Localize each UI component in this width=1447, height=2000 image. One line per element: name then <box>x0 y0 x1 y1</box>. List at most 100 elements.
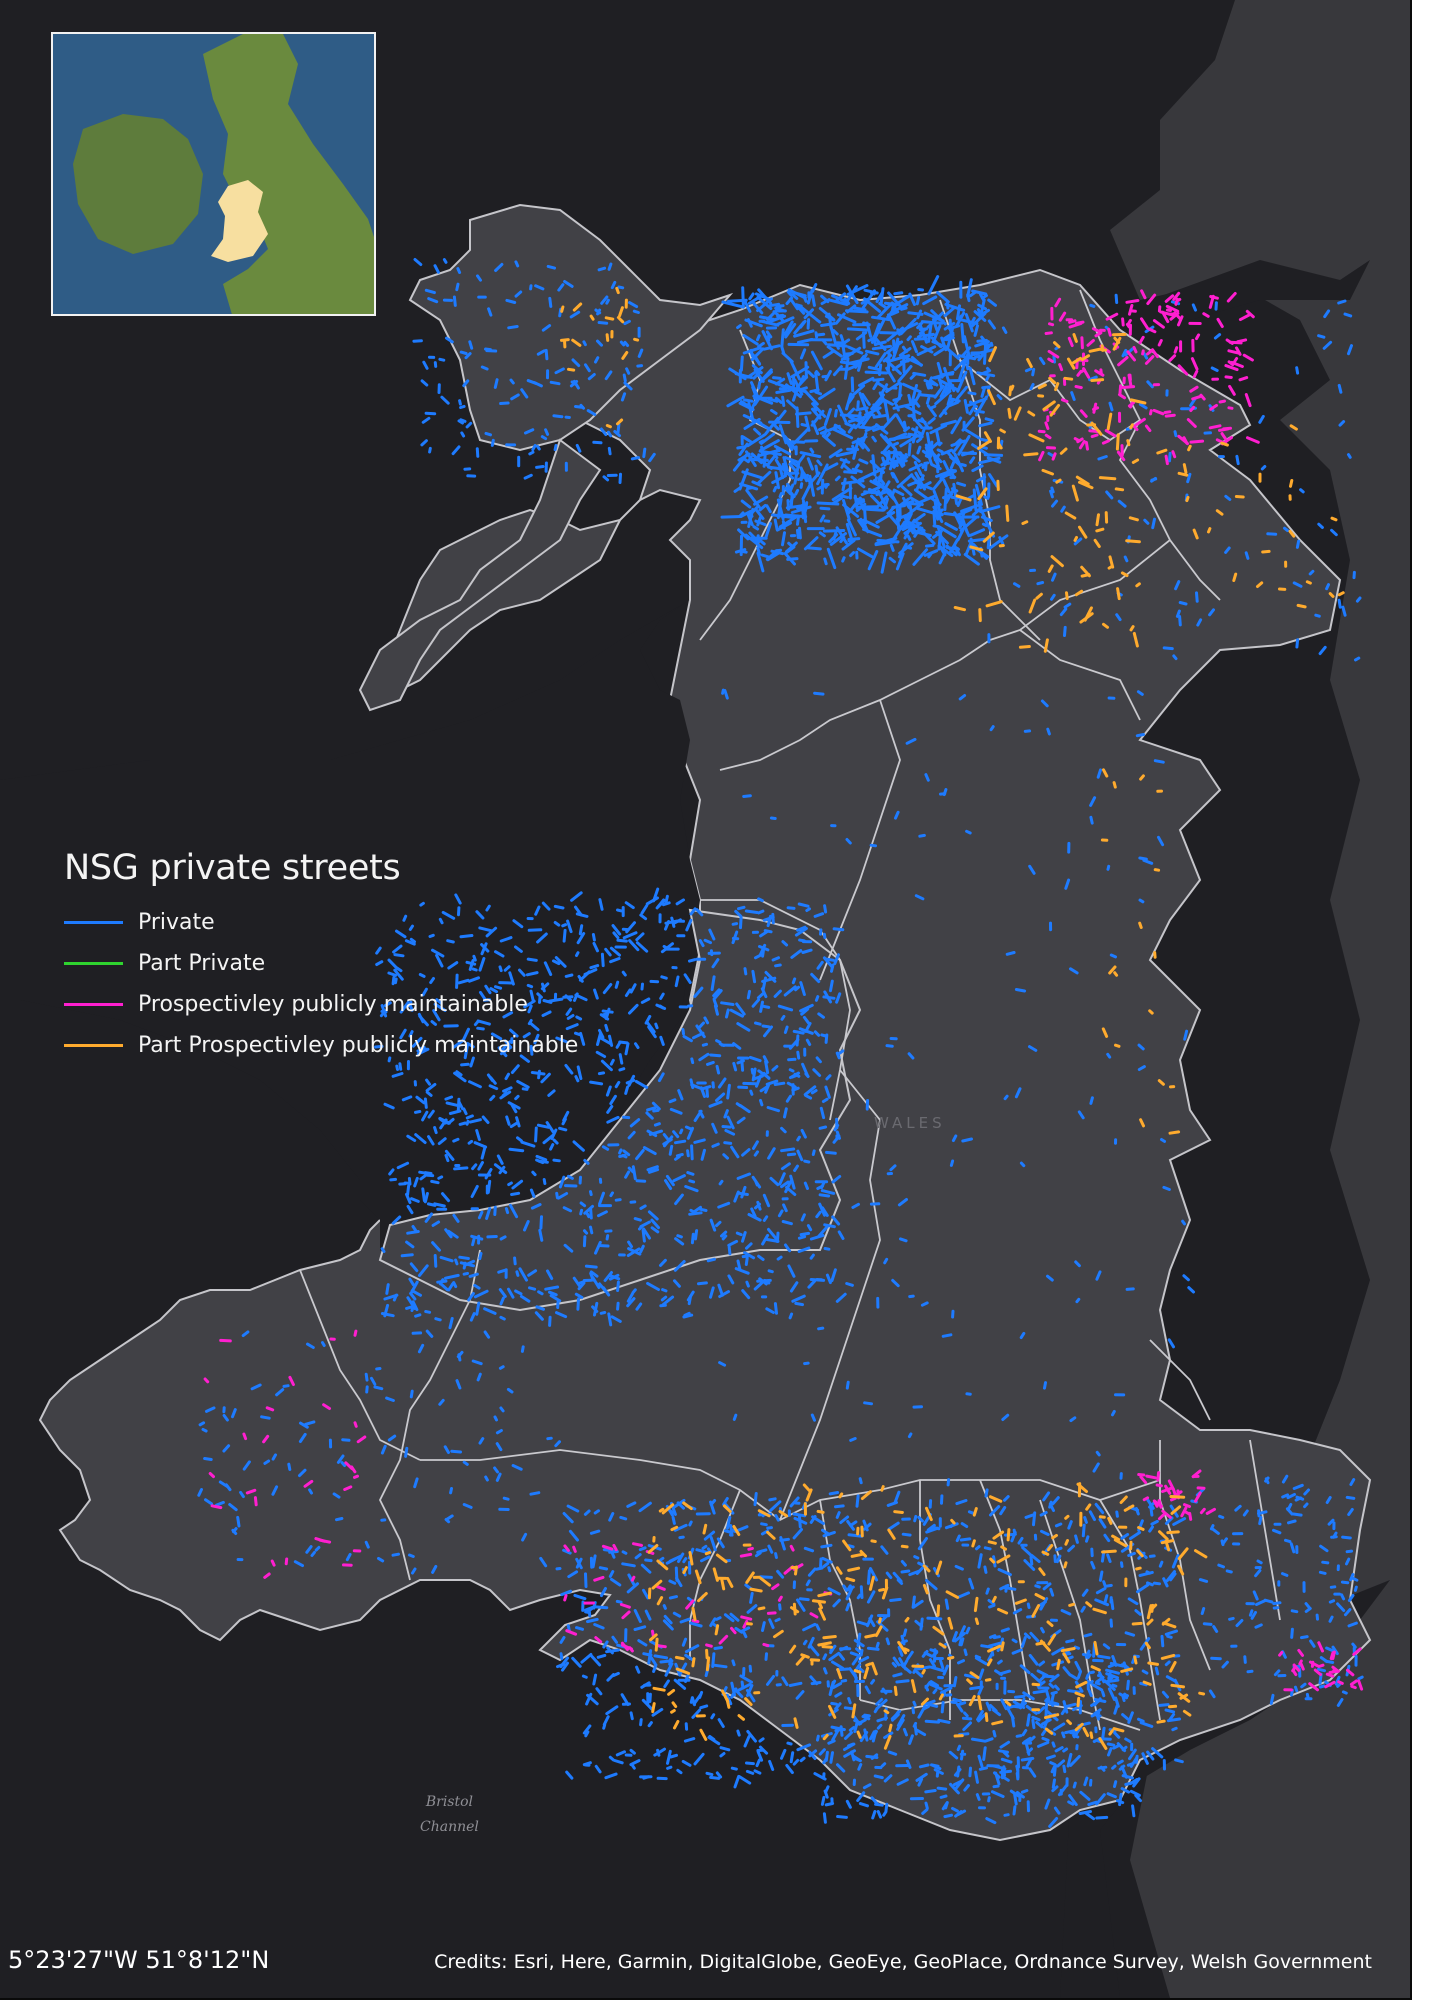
street-segment <box>963 1648 968 1657</box>
street-segment <box>763 1278 771 1285</box>
street-segment <box>548 1290 558 1297</box>
street-segment <box>526 379 538 385</box>
street-segment <box>637 1639 648 1647</box>
street-segment <box>387 1434 397 1442</box>
street-segment <box>748 292 755 301</box>
street-segment <box>589 314 595 321</box>
street-segment <box>493 378 499 389</box>
street-segment <box>437 1175 444 1180</box>
street-segment <box>938 545 947 557</box>
street-segment <box>1040 699 1049 708</box>
street-segment <box>675 898 685 906</box>
street-segment <box>862 518 880 529</box>
street-segment <box>438 1278 445 1286</box>
street-segment <box>1019 1331 1026 1340</box>
legend-label: Part Private <box>138 951 266 976</box>
street-segment <box>1090 433 1099 439</box>
street-segment <box>567 1570 579 1579</box>
street-segment <box>493 1415 498 1422</box>
street-segment <box>1235 454 1240 466</box>
street-segment <box>1139 774 1145 781</box>
street-segment <box>827 1739 836 1745</box>
street-segment <box>689 1696 694 1704</box>
street-segment <box>612 1543 618 1552</box>
street-segment <box>578 924 584 936</box>
street-segment <box>793 320 806 335</box>
street-segment <box>709 1286 715 1299</box>
street-segment <box>774 396 783 404</box>
street-segment <box>938 398 955 418</box>
street-segment <box>977 1695 983 1711</box>
street-segment <box>205 1406 216 1413</box>
street-segment <box>762 915 775 922</box>
street-segment <box>799 451 822 459</box>
street-segment <box>1142 1496 1150 1502</box>
street-segment <box>1120 1533 1130 1540</box>
street-segment <box>698 1207 708 1212</box>
street-segment <box>1008 385 1013 397</box>
street-segment <box>747 293 764 305</box>
street-segment <box>758 1737 765 1743</box>
street-segment <box>822 1562 830 1568</box>
street-segment <box>682 1034 693 1043</box>
street-segment <box>499 1045 513 1056</box>
street-segment <box>1135 582 1141 588</box>
street-segment <box>420 439 428 447</box>
street-segment <box>929 1648 939 1653</box>
street-segment <box>438 917 444 925</box>
street-segment <box>618 472 622 484</box>
street-segment <box>618 1053 624 1065</box>
street-segment <box>1093 538 1101 548</box>
street-segment <box>933 1768 944 1775</box>
street-segment <box>607 430 613 438</box>
map-canvas[interactable] <box>0 0 1410 1998</box>
street-segment <box>802 1639 808 1646</box>
street-segment <box>1078 440 1086 450</box>
street-segment <box>715 1553 728 1564</box>
street-segment <box>619 340 626 347</box>
street-segment <box>1105 1668 1120 1675</box>
street-segment <box>518 1267 528 1282</box>
map-frame[interactable]: WALES Bristol Channel NSG private street… <box>0 0 1412 2000</box>
street-segment <box>1183 1510 1191 1516</box>
street-segment <box>1113 1780 1118 1788</box>
street-segment <box>801 948 813 954</box>
street-segment <box>1345 1557 1351 1566</box>
street-segment <box>1337 591 1345 597</box>
street-segment <box>808 474 816 497</box>
street-segment <box>740 1680 745 1690</box>
street-segment <box>897 1198 908 1207</box>
street-segment <box>626 1292 634 1303</box>
street-segment <box>593 1575 605 1582</box>
street-segment <box>435 998 443 1005</box>
street-segment <box>405 1305 413 1310</box>
street-segment <box>1153 759 1165 764</box>
street-segment <box>868 1575 875 1591</box>
street-segment <box>684 1185 699 1193</box>
street-segment <box>886 511 902 529</box>
street-segment <box>956 529 965 542</box>
street-segment <box>605 1705 619 1716</box>
street-segment <box>757 1254 765 1261</box>
street-segment <box>459 418 467 423</box>
street-segment <box>711 958 720 969</box>
street-segment <box>1037 1706 1046 1715</box>
street-segment <box>1120 1667 1134 1673</box>
street-segment <box>672 1611 682 1618</box>
street-segment <box>1164 1516 1174 1525</box>
street-segment <box>975 1793 981 1801</box>
street-segment <box>1025 1757 1033 1768</box>
street-segment <box>1032 1689 1046 1695</box>
street-segment <box>829 979 834 993</box>
street-segment <box>447 1229 459 1239</box>
street-segment <box>956 1744 962 1752</box>
street-segment <box>871 435 877 443</box>
street-segment <box>486 1073 494 1083</box>
street-segment <box>766 1675 775 1686</box>
street-segment <box>1286 1492 1296 1500</box>
street-segment <box>1352 1647 1362 1656</box>
street-segment <box>785 296 794 305</box>
street-segment <box>1078 480 1094 490</box>
street-segment <box>786 290 793 297</box>
street-segment <box>806 1224 813 1232</box>
